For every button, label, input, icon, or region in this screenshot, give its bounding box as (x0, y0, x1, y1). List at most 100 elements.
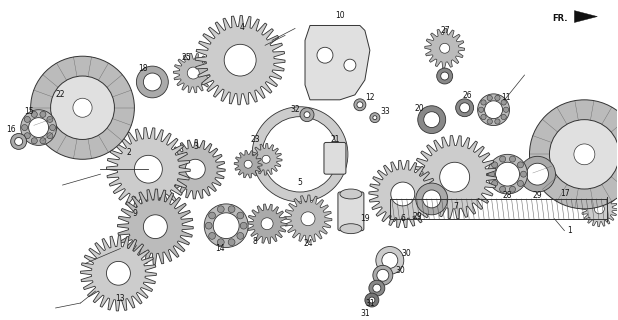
Circle shape (527, 163, 548, 185)
Circle shape (40, 111, 46, 117)
Circle shape (491, 180, 497, 187)
Text: 22: 22 (56, 90, 66, 100)
Circle shape (495, 119, 500, 124)
Polygon shape (106, 128, 190, 211)
Circle shape (237, 212, 243, 219)
Circle shape (244, 160, 252, 168)
Polygon shape (195, 16, 285, 105)
Circle shape (460, 103, 470, 113)
Circle shape (481, 114, 486, 120)
Circle shape (439, 162, 470, 192)
Circle shape (40, 138, 46, 144)
Text: 31: 31 (365, 299, 375, 308)
Text: 29: 29 (413, 212, 423, 221)
Circle shape (31, 56, 134, 159)
Polygon shape (262, 117, 338, 192)
Circle shape (24, 116, 30, 123)
Circle shape (517, 180, 523, 187)
Text: 20: 20 (415, 104, 425, 113)
Circle shape (24, 133, 30, 139)
Text: 16: 16 (6, 125, 15, 134)
Circle shape (574, 144, 595, 165)
Circle shape (517, 162, 523, 168)
Circle shape (485, 101, 502, 119)
Text: 6: 6 (400, 214, 405, 223)
Circle shape (218, 206, 224, 212)
Circle shape (300, 108, 314, 122)
Circle shape (424, 112, 439, 128)
Circle shape (365, 293, 379, 307)
Polygon shape (425, 28, 465, 68)
Text: FR.: FR. (552, 14, 567, 23)
Circle shape (304, 112, 310, 118)
Circle shape (224, 44, 256, 76)
Polygon shape (166, 140, 225, 199)
Circle shape (439, 43, 450, 53)
Text: 32: 32 (290, 105, 300, 114)
Text: 23: 23 (250, 135, 260, 144)
Circle shape (213, 213, 239, 239)
Text: 33: 33 (380, 107, 390, 116)
Circle shape (134, 155, 163, 183)
Circle shape (376, 246, 404, 274)
Circle shape (228, 206, 235, 212)
Text: 21: 21 (330, 135, 340, 144)
Circle shape (344, 59, 356, 71)
Text: 12: 12 (365, 93, 375, 102)
Circle shape (11, 133, 27, 149)
Text: 17: 17 (561, 189, 570, 198)
Circle shape (501, 114, 506, 120)
Circle shape (382, 252, 398, 268)
Text: 31: 31 (360, 309, 370, 318)
Circle shape (22, 124, 28, 131)
Text: 30: 30 (395, 266, 405, 275)
Circle shape (481, 100, 486, 105)
Circle shape (373, 116, 377, 120)
Text: 26: 26 (463, 91, 472, 100)
Circle shape (354, 99, 366, 111)
Circle shape (595, 204, 604, 214)
Polygon shape (250, 143, 282, 175)
Circle shape (437, 68, 452, 84)
Text: 24: 24 (303, 239, 313, 248)
Circle shape (369, 280, 385, 296)
Circle shape (377, 269, 389, 281)
Circle shape (240, 222, 247, 229)
Circle shape (143, 73, 161, 91)
Polygon shape (284, 195, 332, 243)
Circle shape (369, 297, 375, 303)
Polygon shape (173, 53, 213, 93)
Circle shape (205, 222, 212, 229)
Circle shape (370, 113, 380, 123)
Polygon shape (247, 204, 287, 244)
Text: 14: 14 (216, 244, 225, 253)
Circle shape (218, 239, 224, 245)
Text: 5: 5 (298, 178, 302, 187)
Circle shape (416, 183, 447, 215)
Circle shape (209, 212, 216, 219)
Circle shape (261, 218, 273, 230)
Circle shape (487, 119, 493, 124)
Circle shape (496, 162, 520, 186)
Polygon shape (369, 160, 437, 228)
Circle shape (478, 94, 510, 125)
Circle shape (441, 72, 449, 80)
Text: 1: 1 (567, 226, 572, 235)
Polygon shape (234, 150, 262, 178)
Circle shape (499, 156, 506, 162)
Text: 15: 15 (24, 107, 33, 116)
Circle shape (520, 171, 527, 177)
Text: 2: 2 (126, 148, 131, 157)
Circle shape (15, 138, 23, 145)
Circle shape (49, 124, 56, 131)
Circle shape (237, 233, 243, 239)
Circle shape (530, 100, 618, 209)
Circle shape (32, 111, 37, 117)
Circle shape (209, 233, 216, 239)
Circle shape (137, 66, 168, 98)
Circle shape (287, 141, 313, 167)
Polygon shape (574, 11, 598, 22)
Polygon shape (413, 136, 497, 219)
Circle shape (28, 118, 49, 138)
Polygon shape (386, 195, 414, 223)
